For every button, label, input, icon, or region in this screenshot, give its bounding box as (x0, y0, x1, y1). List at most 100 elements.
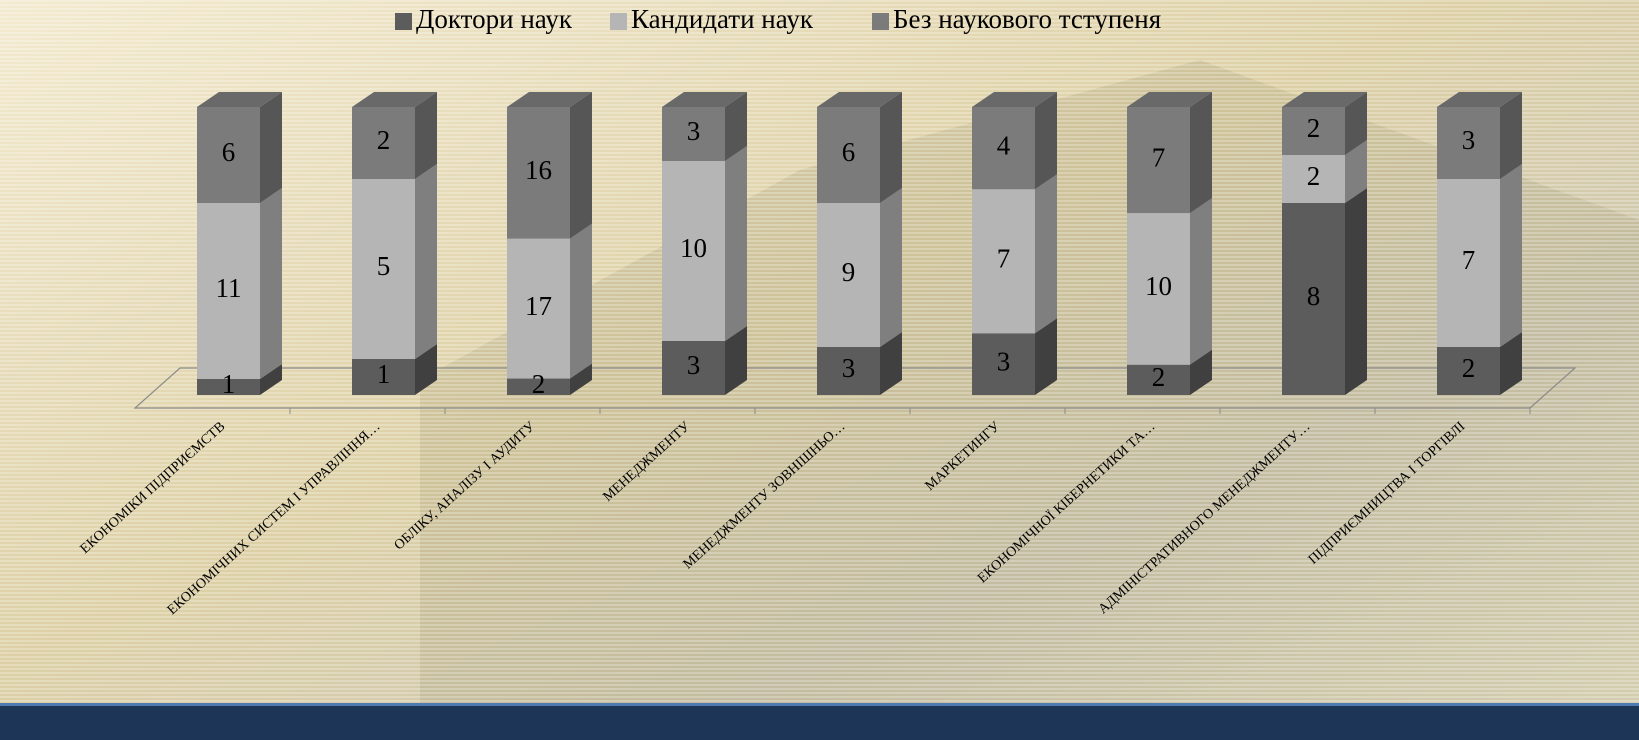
bar-top (1282, 92, 1367, 107)
bar-segment (1282, 155, 1345, 203)
bar-top (817, 92, 902, 107)
bar-segment (1127, 107, 1190, 214)
bar-segment (1282, 107, 1345, 155)
bar-side (1345, 92, 1367, 155)
bar-segment (972, 107, 1035, 190)
bar-side (415, 92, 437, 179)
data-label: 10 (1145, 271, 1172, 301)
legend-label: Кандидати наук (631, 4, 814, 34)
legend-swatch (395, 13, 412, 30)
legend-label: Без наукового тступеня (893, 4, 1161, 34)
data-label: 2 (1462, 353, 1476, 383)
bar-segment (1127, 213, 1190, 365)
bar-side (570, 363, 592, 395)
bar-side (1345, 188, 1367, 395)
bar-side (1345, 140, 1367, 203)
bar-top (197, 92, 282, 107)
bar-segment (817, 107, 880, 203)
data-label: 7 (997, 243, 1011, 273)
bar-segment (197, 203, 260, 379)
data-label: 9 (842, 257, 856, 287)
bar-side (725, 326, 747, 395)
footer-line (0, 703, 1639, 706)
bar-top (507, 92, 592, 107)
bar-segment (1437, 179, 1500, 347)
bar-segment (662, 161, 725, 341)
bar-segment (817, 347, 880, 395)
bar-side (725, 146, 747, 341)
bar-segment (197, 107, 260, 203)
footer-bar (0, 703, 1639, 740)
bar-segment (197, 379, 260, 395)
data-label: 3 (997, 346, 1011, 376)
bar-segment (352, 179, 415, 359)
data-label: 6 (222, 137, 236, 167)
bar-side (1190, 92, 1212, 214)
bar-side (415, 164, 437, 359)
bar-side (1190, 198, 1212, 365)
bar-top (1437, 92, 1522, 107)
bar-segment (817, 203, 880, 347)
bar-segment (507, 238, 570, 379)
data-label: 8 (1307, 281, 1321, 311)
bar-side (260, 188, 282, 379)
bar-side (880, 92, 902, 203)
data-label: 6 (842, 137, 856, 167)
bar-side (1035, 174, 1057, 334)
bar-side (1500, 332, 1522, 395)
data-label: 1 (222, 369, 236, 399)
bar-top (1127, 92, 1212, 107)
data-label: 3 (842, 353, 856, 383)
bar-segment (1282, 203, 1345, 395)
bar-side (260, 364, 282, 395)
data-label: 3 (687, 116, 701, 146)
bar-top (972, 92, 1057, 107)
bar-segment (352, 359, 415, 395)
data-label: 17 (525, 291, 552, 321)
bar-side (1500, 92, 1522, 179)
data-label: 2 (532, 369, 546, 399)
bar-side (725, 92, 747, 161)
legend-swatch (610, 13, 627, 30)
legend-swatch (872, 13, 889, 30)
data-label: 11 (216, 273, 242, 303)
data-label: 5 (377, 251, 391, 281)
bar-segment (1127, 364, 1190, 395)
bar-side (570, 223, 592, 379)
bar-side (1500, 164, 1522, 347)
bar-segment (662, 341, 725, 395)
bar-segment (662, 107, 725, 161)
data-label: 4 (997, 130, 1011, 160)
data-label: 2 (1307, 161, 1321, 191)
bar-side (880, 332, 902, 395)
bar-side (415, 344, 437, 395)
bar-top (352, 92, 437, 107)
data-label: 1 (377, 359, 391, 389)
bar-side (1190, 349, 1212, 395)
data-label: 3 (687, 350, 701, 380)
bar-side (1035, 318, 1057, 395)
legend-label: Доктори наук (416, 4, 573, 34)
bar-segment (1437, 107, 1500, 179)
bar-top (662, 92, 747, 107)
bar-segment (507, 107, 570, 239)
bar-segment (1437, 347, 1500, 395)
bar-segment (972, 333, 1035, 395)
bar-side (260, 92, 282, 203)
bar-segment (507, 378, 570, 395)
data-label: 2 (1307, 113, 1321, 143)
bar-segment (972, 189, 1035, 334)
bar-side (570, 92, 592, 239)
bar-side (1035, 92, 1057, 190)
data-label: 10 (680, 233, 707, 263)
data-label: 2 (377, 125, 391, 155)
data-label: 7 (1152, 142, 1166, 172)
bar-side (880, 188, 902, 347)
data-label: 16 (525, 155, 552, 185)
data-label: 2 (1152, 362, 1166, 392)
bar-segment (352, 107, 415, 179)
data-label: 3 (1462, 125, 1476, 155)
data-label: 7 (1462, 245, 1476, 275)
